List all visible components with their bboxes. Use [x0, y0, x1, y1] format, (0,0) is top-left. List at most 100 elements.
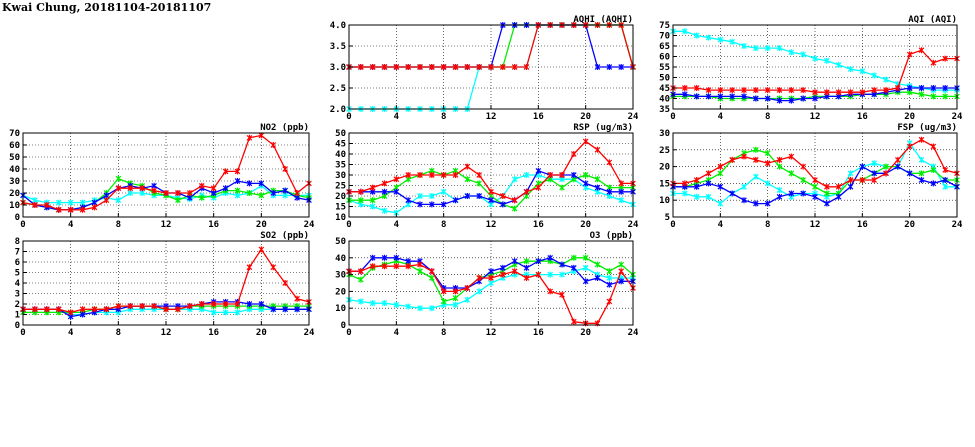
data-point	[198, 301, 205, 307]
data-point	[559, 261, 565, 268]
data-point	[606, 64, 613, 70]
data-point	[753, 95, 759, 102]
data-point	[163, 190, 169, 196]
data-point	[417, 193, 423, 199]
x-tick-label: 24	[304, 328, 315, 338]
x-tick-label: 16	[533, 220, 544, 230]
data-point	[582, 254, 589, 261]
data-point	[618, 197, 624, 204]
data-point	[906, 51, 913, 58]
data-point	[753, 45, 759, 52]
data-point	[906, 170, 913, 177]
data-point	[930, 180, 937, 187]
data-point	[67, 199, 74, 206]
chart-title-so2: SO2 (ppb)	[260, 231, 309, 241]
data-point	[175, 190, 181, 196]
data-point	[606, 281, 613, 288]
data-point	[246, 301, 253, 307]
data-point	[764, 160, 771, 167]
data-point	[127, 303, 134, 310]
data-point	[115, 303, 122, 310]
y-tick-label: 10	[9, 201, 20, 211]
y-tick-label: 15	[335, 203, 346, 213]
data-point	[452, 295, 459, 302]
data-point	[294, 295, 300, 302]
data-point	[729, 38, 735, 45]
y-tick-label: 10	[335, 213, 346, 223]
data-point	[452, 301, 459, 308]
data-point	[776, 87, 783, 94]
data-point	[776, 45, 783, 52]
y-tick-label: 30	[335, 171, 346, 181]
y-tick-label: 2.0	[330, 105, 346, 115]
data-point	[429, 201, 435, 208]
data-point	[369, 64, 376, 70]
y-tick-label: 50	[335, 237, 346, 247]
data-point	[764, 87, 771, 94]
data-point	[571, 254, 577, 261]
data-point	[729, 87, 735, 94]
data-point	[381, 254, 388, 261]
data-point	[835, 193, 842, 200]
y-tick-label: 3	[15, 290, 20, 300]
data-point	[464, 176, 471, 183]
data-point	[812, 89, 818, 96]
x-tick-label: 4	[68, 220, 74, 230]
data-point	[594, 176, 601, 183]
data-point	[824, 200, 830, 207]
data-point	[547, 271, 553, 278]
data-point	[753, 87, 759, 94]
data-point	[682, 85, 688, 91]
data-point	[523, 188, 530, 195]
chart-title-rsp: RSP (ug/m3)	[573, 123, 633, 133]
data-point	[582, 138, 589, 145]
data-point	[488, 188, 494, 195]
data-point	[582, 180, 589, 187]
data-point	[571, 151, 577, 157]
data-point	[582, 172, 589, 178]
data-point	[417, 305, 423, 312]
data-point	[693, 177, 700, 184]
data-point	[222, 185, 229, 192]
data-point	[682, 91, 688, 98]
data-point	[523, 274, 530, 281]
data-point	[369, 254, 376, 261]
data-point	[405, 258, 411, 265]
x-tick-label: 24	[952, 112, 963, 122]
data-point	[440, 172, 447, 178]
y-tick-label: 35	[335, 161, 346, 171]
y-tick-label: 55	[659, 63, 670, 73]
data-point	[606, 274, 613, 281]
data-point	[476, 180, 482, 187]
chart-panel-o3: 0 4 8 12 16 20 24 0 10 20 30 40 50 O3 (ppb)	[335, 231, 639, 338]
y-tick-label: 40	[9, 165, 20, 175]
data-point	[476, 274, 482, 281]
y-tick-label: 10	[335, 304, 346, 314]
data-point	[429, 172, 435, 178]
y-tick-label: 4.0	[330, 21, 346, 31]
data-point	[511, 205, 518, 212]
x-tick-label: 16	[533, 112, 544, 122]
data-point	[800, 190, 806, 197]
x-tick-label: 8	[765, 220, 770, 230]
data-point	[729, 93, 735, 100]
data-point	[452, 172, 459, 178]
data-point	[488, 280, 494, 286]
data-point	[488, 268, 494, 275]
x-tick-label: 12	[810, 112, 821, 122]
data-point	[824, 57, 830, 64]
data-point	[594, 146, 601, 153]
data-point	[234, 178, 241, 184]
y-tick-label: 5	[15, 269, 20, 279]
data-point	[717, 36, 724, 43]
data-point	[44, 202, 50, 208]
data-point	[693, 183, 700, 190]
data-point	[559, 172, 565, 178]
data-point	[358, 64, 364, 70]
data-point	[776, 193, 783, 200]
data-point	[764, 95, 771, 102]
data-point	[942, 177, 948, 184]
data-point	[594, 261, 601, 268]
